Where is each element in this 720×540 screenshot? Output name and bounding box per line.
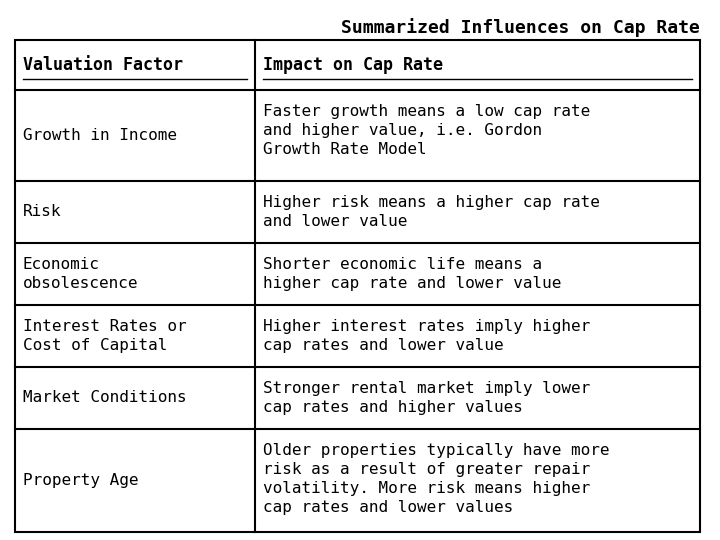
Text: Market Conditions: Market Conditions [23,390,186,405]
Text: Stronger rental market imply lower
cap rates and higher values: Stronger rental market imply lower cap r… [263,381,590,415]
Text: Risk: Risk [23,204,61,219]
Text: Valuation Factor: Valuation Factor [23,56,183,74]
Text: Interest Rates or
Cost of Capital: Interest Rates or Cost of Capital [23,319,186,353]
Text: Property Age: Property Age [23,473,138,488]
Text: Impact on Cap Rate: Impact on Cap Rate [263,56,443,74]
Text: Higher risk means a higher cap rate
and lower value: Higher risk means a higher cap rate and … [263,194,600,229]
Text: Summarized Influences on Cap Rate: Summarized Influences on Cap Rate [341,18,700,37]
Text: Older properties typically have more
risk as a result of greater repair
volatili: Older properties typically have more ris… [263,443,610,515]
Text: Higher interest rates imply higher
cap rates and lower value: Higher interest rates imply higher cap r… [263,319,590,353]
Text: Faster growth means a low cap rate
and higher value, i.e. Gordon
Growth Rate Mod: Faster growth means a low cap rate and h… [263,104,590,157]
Text: Economic
obsolescence: Economic obsolescence [23,256,138,291]
Text: Shorter economic life means a
higher cap rate and lower value: Shorter economic life means a higher cap… [263,256,562,291]
Text: Growth in Income: Growth in Income [23,127,177,143]
